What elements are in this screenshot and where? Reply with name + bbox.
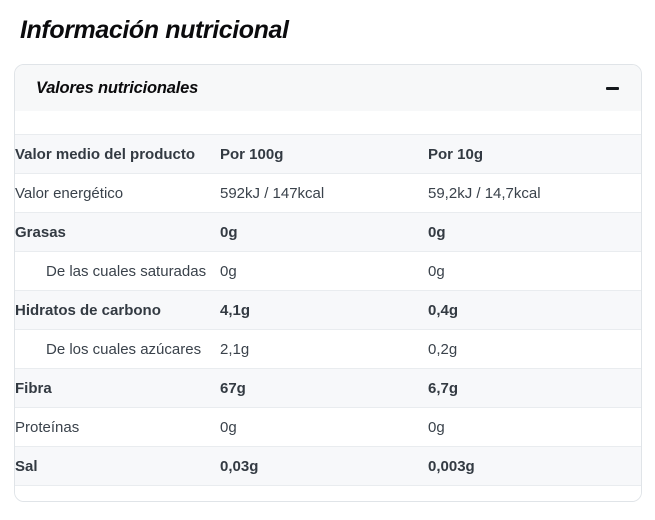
value-per-10g: 59,2kJ / 14,7kcal <box>428 184 541 202</box>
table-header-row: Valor medio del producto Por 100g Por 10… <box>15 134 641 174</box>
value-per-100g: 0g <box>220 223 238 241</box>
value-per-10g: 0g <box>428 223 446 241</box>
value-per-100g: 2,1g <box>220 340 250 358</box>
value-per-10g: 6,7g <box>428 379 459 397</box>
value-per-100g: 0,03g <box>220 457 259 475</box>
row-label: Fibra <box>15 379 52 397</box>
value-per-100g: 67g <box>220 379 246 397</box>
value-per-10g: 0g <box>428 418 445 436</box>
nutrition-panel: Valores nutricionales Valor medio del pr… <box>14 64 642 502</box>
row-label: Grasas <box>15 223 66 241</box>
nutrition-panel-title: Valores nutricionales <box>36 78 199 97</box>
value-per-10g: 0,4g <box>428 301 459 319</box>
row-label: De los cuales azúcares <box>46 340 202 358</box>
table-row: Fibra 67g 6,7g <box>15 368 641 408</box>
value-per-100g: 0g <box>220 262 237 280</box>
row-label: Proteínas <box>15 418 80 436</box>
value-per-10g: 0,003g <box>428 457 475 475</box>
nutrition-panel-header[interactable]: Valores nutricionales <box>15 65 641 111</box>
row-label: De las cuales saturadas <box>46 262 207 280</box>
page: Información nutricional Valores nutricio… <box>0 16 655 502</box>
table-row: Valor energético 592kJ / 147kcal 59,2kJ … <box>15 173 641 213</box>
table-row: De los cuales azúcares 2,1g 0,2g <box>15 329 641 369</box>
nutrition-table-body: Valor medio del producto Por 100g Por 10… <box>15 134 641 486</box>
page-title: Información nutricional <box>20 16 289 44</box>
table-row: Hidratos de carbono 4,1g 0,4g <box>15 290 641 330</box>
value-per-100g: 0g <box>220 418 237 436</box>
table-row: Proteínas 0g 0g <box>15 407 641 447</box>
nutrition-panel-body: Valor medio del producto Por 100g Por 10… <box>15 111 641 501</box>
value-per-10g: Por 10g <box>428 145 484 163</box>
minus-icon[interactable] <box>606 86 619 90</box>
value-per-10g: 0g <box>428 262 445 280</box>
row-label: Valor energético <box>15 184 124 202</box>
table-row: De las cuales saturadas 0g 0g <box>15 251 641 291</box>
table-row: Sal 0,03g 0,003g <box>15 446 641 486</box>
row-label: Hidratos de carbono <box>15 301 161 319</box>
row-label: Valor medio del producto <box>15 145 196 163</box>
value-per-100g: Por 100g <box>220 145 284 163</box>
value-per-100g: 4,1g <box>220 301 251 319</box>
table-row: Grasas 0g 0g <box>15 212 641 252</box>
row-label: Sal <box>15 457 38 475</box>
value-per-10g: 0,2g <box>428 340 458 358</box>
nutrition-table: Valor medio del producto Por 100g Por 10… <box>15 134 641 486</box>
value-per-100g: 592kJ / 147kcal <box>220 184 325 202</box>
